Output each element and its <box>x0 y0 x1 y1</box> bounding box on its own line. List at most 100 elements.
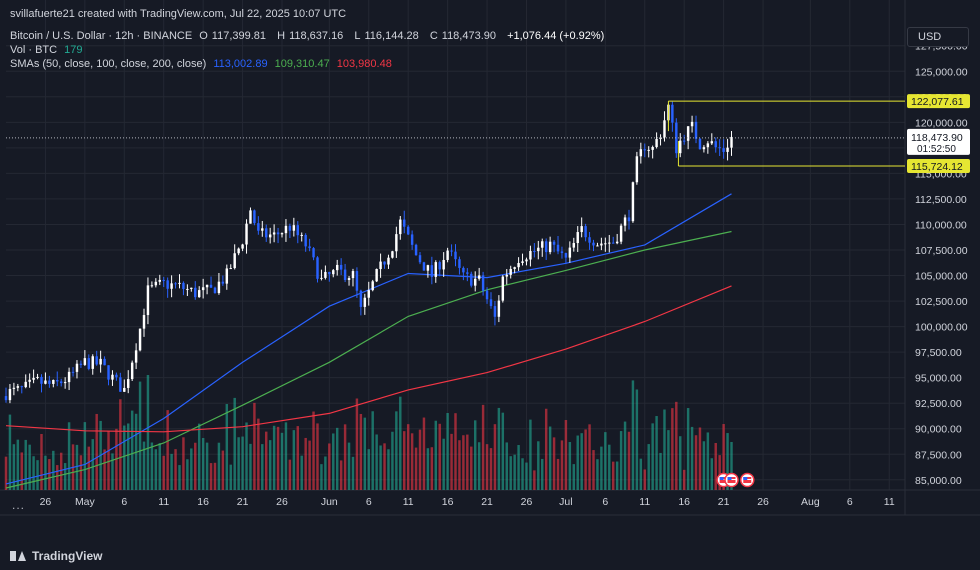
candle-down <box>328 271 331 275</box>
volume-bar <box>335 427 339 490</box>
candle-down <box>481 275 485 291</box>
symbol-title[interactable]: Bitcoin / U.S. Dollar · 12h · BINANCE <box>10 30 193 42</box>
us-flag-icon[interactable] <box>724 472 739 488</box>
candle-down <box>682 140 686 142</box>
candle-down <box>722 148 725 152</box>
volume-bar <box>537 441 540 490</box>
volume-bar <box>83 422 87 490</box>
candle-up <box>12 387 16 389</box>
time-axis: 26 May 6 11 16 21 26 Jun 6 11 16 21 26 Jul 6 11 16 21 26 Au… <box>40 496 895 508</box>
price-tick-label: 125,000.00 <box>915 66 968 78</box>
volume-bar <box>533 470 536 490</box>
volume-bar <box>391 431 394 490</box>
candle-up <box>8 388 12 401</box>
candle-down <box>410 234 414 245</box>
volume-bar <box>414 447 418 490</box>
candle-down <box>4 396 8 401</box>
volume-bar <box>91 439 94 490</box>
candle-down <box>304 234 307 247</box>
candle-up <box>501 276 505 301</box>
time-tick-label: 21 <box>237 496 249 508</box>
tradingview-logo[interactable]: TradingView <box>10 549 102 563</box>
candle-up <box>726 147 729 152</box>
time-tick-label: 26 <box>757 496 769 508</box>
volume-bar <box>44 455 47 490</box>
event-markers <box>716 472 755 488</box>
currency-button[interactable]: USD <box>907 27 969 47</box>
volume-bar <box>406 424 410 490</box>
time-tick-label: Jun <box>321 496 338 508</box>
candle-up <box>300 234 303 236</box>
volume-bar <box>28 444 31 490</box>
candle-up <box>651 147 654 150</box>
candle-down <box>308 246 311 249</box>
candle-up <box>710 141 714 144</box>
sma200-value: 103,980.48 <box>336 58 392 70</box>
volume-bar <box>201 438 205 490</box>
open-value: 117,399.81 <box>211 30 267 42</box>
time-tick-label: 26 <box>40 496 52 508</box>
candle-down <box>406 226 410 235</box>
volume-bar <box>253 402 256 490</box>
volume-bar <box>221 450 225 490</box>
volume-bar <box>682 469 686 490</box>
more-options-button[interactable]: ... <box>12 498 26 512</box>
volume-bar <box>328 443 331 490</box>
candle-up <box>572 243 576 248</box>
sma-label[interactable]: SMAs (50, close, 100, close, 200, close) <box>10 58 207 70</box>
candle-up <box>477 275 481 279</box>
volume-bar <box>20 452 23 490</box>
volume-bar <box>150 442 154 490</box>
volume-label[interactable]: Vol · BTC <box>10 44 58 56</box>
sma50-value: 113,002.89 <box>213 58 268 70</box>
candle-up <box>142 315 146 329</box>
candle-down <box>221 281 225 284</box>
volume-bar <box>383 443 386 490</box>
volume-bar <box>403 431 406 490</box>
candle-up <box>690 121 694 127</box>
volume-bar <box>608 444 611 490</box>
candle-down <box>383 261 386 265</box>
volume-bar <box>426 448 430 490</box>
candle-up <box>320 277 323 279</box>
volume-bar <box>706 432 710 490</box>
candle-up <box>28 379 31 382</box>
time-tick-label: 11 <box>403 496 414 508</box>
candle-up <box>529 251 532 260</box>
volume-bar <box>541 458 544 490</box>
candle-down <box>414 244 418 256</box>
candle-up <box>686 126 690 141</box>
price-tick-label: 85,000.00 <box>915 475 962 487</box>
us-flag-icon[interactable] <box>740 472 755 488</box>
candle-down <box>466 272 469 274</box>
candle-up <box>655 139 658 148</box>
volume-bar <box>316 423 319 490</box>
price-tick-label: 107,500.00 <box>915 245 968 257</box>
volume-bar <box>324 456 327 490</box>
candle-up <box>702 147 706 150</box>
flag-canton <box>719 477 724 480</box>
candle-up <box>446 250 449 260</box>
sma-line-sma200 <box>5 285 732 433</box>
volume-bar <box>454 413 457 490</box>
candle-down <box>162 279 165 281</box>
candle-up <box>130 362 134 380</box>
price-tick-label: 92,500.00 <box>915 398 962 410</box>
candle-up <box>245 223 248 245</box>
candle-down <box>59 381 63 384</box>
volume-bar <box>138 381 142 490</box>
volume-value: 179 <box>64 44 83 56</box>
time-tick-label: 6 <box>121 496 127 508</box>
candle-down <box>556 244 560 252</box>
candle-up <box>272 232 276 235</box>
volume-bar <box>371 411 374 490</box>
volume-bar <box>245 422 248 490</box>
candle-up <box>521 261 524 263</box>
high-value: 118,637.16 <box>289 30 344 42</box>
price-range-box <box>6 100 905 167</box>
brand-name: TradingView <box>32 549 103 563</box>
volume-bar <box>627 431 631 490</box>
candle-up <box>375 269 378 282</box>
